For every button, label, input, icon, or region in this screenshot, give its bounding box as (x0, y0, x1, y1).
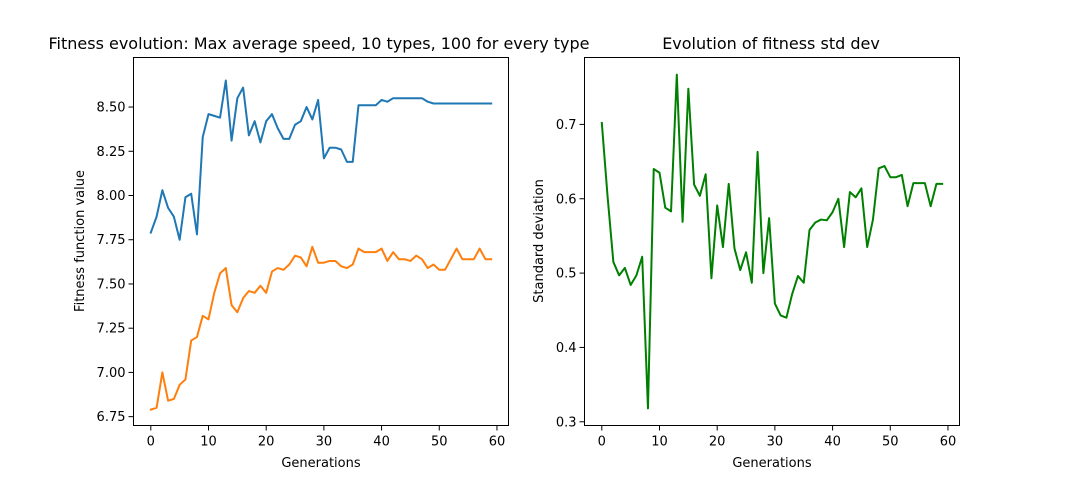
right-x-tick-label: 50 (882, 435, 899, 450)
left-x-tick-label: 60 (489, 435, 506, 450)
left-x-tick-label: 30 (316, 435, 333, 450)
left-x-tick-label: 0 (147, 435, 155, 450)
left-series-line-0 (149, 79, 493, 241)
right-y-tick-label: 0.7 (556, 118, 577, 133)
left-plot-area: 0 10 20 30 40 50 60 6.75 7.00 7.25 7.50 7.75 8.00 8.2… (97, 79, 506, 450)
left-y-axis-label: Fitness function value (73, 170, 88, 312)
right-x-tick-label: 30 (767, 435, 784, 450)
left-x-tick-label: 40 (373, 435, 390, 450)
right-x-axis-label: Generations (732, 456, 812, 471)
right-x-tick-label: 60 (940, 435, 957, 450)
right-y-tick-label: 0.5 (556, 267, 577, 282)
left-y-tick-label: 8.50 (97, 101, 126, 116)
left-y-tick-label: 7.50 (97, 277, 126, 292)
right-x-tick-label: 0 (598, 435, 606, 450)
left-x-axis-label: Generations (281, 456, 361, 471)
left-x-tick-label: 20 (258, 435, 275, 450)
left-y-tick-label: 6.75 (97, 410, 126, 425)
left-x-tick-label: 50 (431, 435, 448, 450)
left-chart: Fitness evolution: Max average speed, 10… (48, 34, 589, 471)
right-chart: Evolution of fitness std dev 0 10 20 30 40 50… (532, 34, 960, 471)
left-y-tick-label: 8.25 (97, 145, 126, 160)
right-y-axis-label: Standard deviation (532, 179, 547, 303)
right-x-tick-label: 40 (824, 435, 841, 450)
right-y-tick-label: 0.6 (556, 192, 577, 207)
left-x-tick-label: 10 (200, 435, 217, 450)
left-y-tick-label: 7.25 (97, 322, 126, 337)
left-chart-title: Fitness evolution: Max average speed, 10… (48, 34, 589, 53)
right-x-tick-label: 10 (651, 435, 668, 450)
right-chart-title: Evolution of fitness std dev (662, 34, 880, 53)
left-y-tick-label: 7.75 (97, 233, 126, 248)
right-y-tick-label: 0.3 (556, 415, 577, 430)
left-axes-frame (133, 57, 509, 426)
right-series-line-0 (600, 73, 944, 410)
left-series-line-1 (149, 245, 493, 411)
right-x-tick-label: 20 (709, 435, 726, 450)
left-y-tick-label: 7.00 (97, 366, 126, 381)
right-axes-frame (584, 57, 960, 426)
left-y-tick-label: 8.00 (97, 189, 126, 204)
right-y-tick-label: 0.4 (556, 341, 577, 356)
right-plot-area: 0 10 20 30 40 50 60 0.3 0.4 0.5 0.6 0.7 (556, 73, 957, 450)
